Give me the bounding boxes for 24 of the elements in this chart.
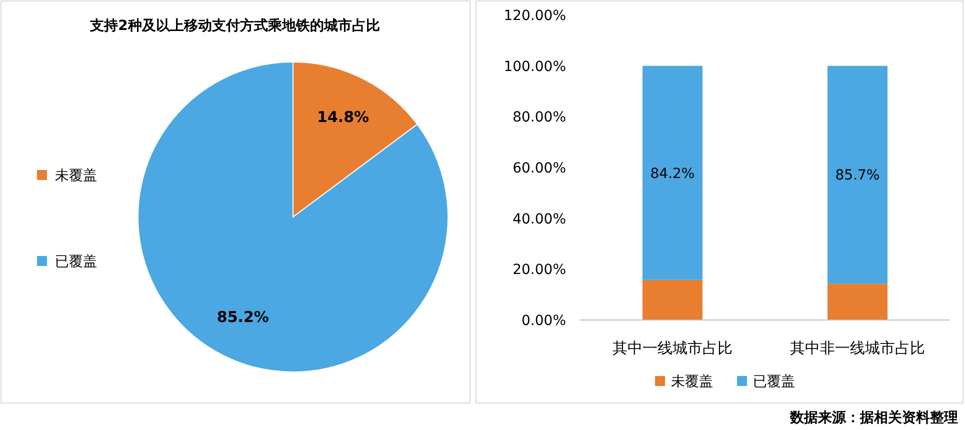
pie-slice — [138, 62, 448, 372]
bar — [828, 66, 888, 284]
bar — [642, 66, 702, 280]
legend-label: 未覆盖 — [671, 374, 713, 390]
data-label: 85.2% — [216, 308, 269, 326]
legend-label: 已覆盖 — [55, 254, 97, 270]
data-label: 84.2% — [650, 166, 695, 182]
legend-label: 未覆盖 — [55, 168, 97, 184]
y-tick-label: 100.00% — [504, 58, 566, 75]
y-tick-label: 0.00% — [522, 313, 566, 329]
data-label: 14.8% — [317, 108, 370, 126]
data-label: 85.7% — [835, 168, 880, 184]
chart-title: 支持2种及以上移动支付方式乘地铁的城市占比 — [89, 17, 380, 34]
bar — [828, 284, 888, 320]
source-note: 数据来源：据相关资料整理 — [789, 409, 958, 426]
y-tick-label: 20.00% — [512, 262, 566, 278]
x-tick-label: 其中一线城市占比 — [612, 339, 732, 357]
bar — [642, 280, 702, 320]
y-tick-label: 60.00% — [512, 160, 566, 176]
legend-label: 已覆盖 — [753, 374, 795, 390]
x-tick-label: 其中非一线城市占比 — [790, 339, 925, 357]
y-tick-label: 40.00% — [512, 211, 566, 228]
y-tick-label: 120.00% — [504, 8, 566, 24]
y-tick-label: 80.00% — [512, 110, 566, 126]
